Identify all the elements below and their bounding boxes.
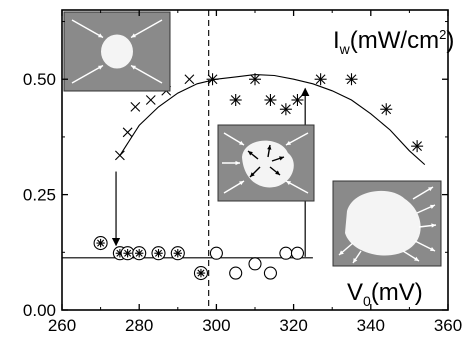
open-circle-marker <box>229 266 243 280</box>
inset-bumpy-spot <box>217 124 315 202</box>
open-circle-marker <box>209 246 223 260</box>
x-tick-label: 340 <box>357 316 385 335</box>
circled-asterisk-marker <box>151 246 166 261</box>
y-tick-label: 0.25 <box>23 186 56 205</box>
asterisk-marker <box>279 103 292 116</box>
ticks-layer: 260 280 300 320 340 360 0.00 0.25 0.50 <box>23 10 462 335</box>
x-tick-label: 280 <box>125 316 153 335</box>
x-marker <box>145 95 156 105</box>
x-marker <box>130 102 141 112</box>
open-circle-marker <box>263 266 277 280</box>
y-axis-label: Iw(mW/cm2) <box>333 27 454 57</box>
inset-large-spot <box>332 180 442 267</box>
light-spot <box>345 190 421 256</box>
open-circle-marker <box>290 246 305 260</box>
x-marker <box>122 127 133 138</box>
asterisk-marker <box>249 73 261 86</box>
asterisk-marker <box>411 140 424 153</box>
light-spot <box>242 140 294 188</box>
asterisk-marker <box>206 73 219 86</box>
x-axis-label: V0(mV) <box>347 279 423 309</box>
asterisk-marker <box>345 73 358 86</box>
open-circle-marker <box>248 257 262 271</box>
y-tick-label: 0.00 <box>23 301 56 320</box>
circled-asterisk-marker <box>170 246 185 261</box>
asterisk-marker <box>229 94 242 106</box>
inset-round-spot <box>63 11 171 92</box>
x-tick-label: 300 <box>202 316 230 335</box>
light-spot <box>101 34 133 69</box>
insets-layer <box>63 11 442 267</box>
open-circle-marker <box>279 246 293 260</box>
x-tick-label: 360 <box>434 316 462 335</box>
x-marker <box>184 74 195 85</box>
asterisk-marker <box>380 103 393 116</box>
x-tick-label: 260 <box>48 316 76 335</box>
asterisk-marker <box>314 73 327 86</box>
asterisk-marker <box>291 94 304 106</box>
circled-asterisk-marker <box>132 246 147 261</box>
y-tick-label: 0.50 <box>23 70 56 89</box>
x-marker <box>115 150 125 161</box>
asterisk-marker <box>264 94 277 106</box>
circled-asterisk-marker <box>193 266 209 281</box>
x-tick-label: 320 <box>279 316 307 335</box>
fit-curve <box>119 74 426 166</box>
circled-asterisk-marker <box>93 236 108 251</box>
